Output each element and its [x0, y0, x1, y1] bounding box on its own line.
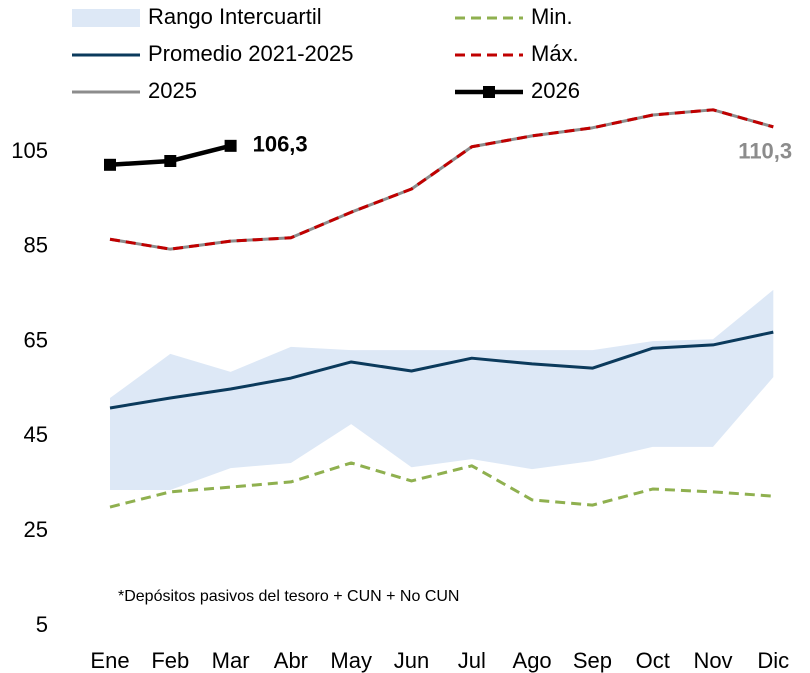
y-tick-label: 105 [11, 138, 48, 163]
legend-label: 2025 [148, 78, 197, 103]
legend-label: Rango Intercuartil [148, 4, 322, 29]
value-label: 110,3 [738, 139, 792, 164]
series-line [109, 108, 774, 251]
y-tick-label: 5 [36, 612, 48, 637]
x-tick-label: Jun [394, 648, 429, 673]
marker [104, 158, 116, 171]
y-tick-label: 45 [24, 422, 48, 447]
x-tick-label: Dic [757, 648, 789, 673]
y-tick-label: 25 [24, 517, 48, 542]
x-tick-label: Ago [513, 648, 552, 673]
x-tick-label: Jul [458, 648, 486, 673]
y-tick-label: 85 [24, 233, 48, 258]
x-tick-label: Ene [90, 648, 129, 673]
x-tick-label: Oct [636, 648, 670, 673]
x-tick-label: Nov [693, 648, 732, 673]
x-tick-label: Mar [212, 648, 250, 673]
value-label: 106,3 [253, 132, 308, 157]
legend-label: Min. [531, 4, 573, 29]
legend-marker [483, 86, 495, 98]
legend-label: 2026 [531, 78, 580, 103]
legend-swatch [72, 9, 140, 27]
x-tick-label: Sep [573, 648, 612, 673]
series-line [109, 330, 774, 410]
marker [164, 155, 177, 168]
x-tick-label: Abr [274, 648, 308, 673]
marker [224, 139, 237, 152]
legend-label: Promedio 2021-2025 [148, 41, 353, 66]
iqr-band [110, 289, 774, 490]
note: *Depósitos pasivos del tesoro + CUN + No… [118, 588, 459, 605]
x-tick-label: Feb [151, 648, 189, 673]
x-tick-label: May [330, 648, 372, 673]
y-tick-label: 65 [24, 327, 48, 352]
series-line [109, 461, 774, 509]
series-line [109, 108, 774, 251]
legend-label: Máx. [531, 41, 579, 66]
